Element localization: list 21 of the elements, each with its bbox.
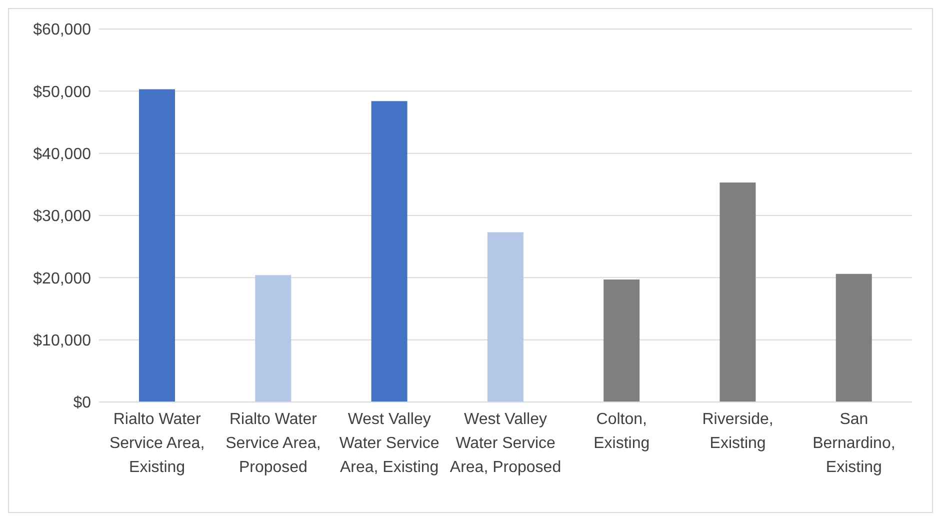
- y-tick-label: $20,000: [33, 270, 92, 288]
- x-tick-label: San Bernardino, Existing: [812, 411, 896, 476]
- bar: [836, 274, 872, 402]
- bar: [604, 280, 640, 402]
- bar: [255, 275, 292, 402]
- x-tick-label: West Valley Water Service Area, Proposed: [450, 411, 562, 476]
- y-tick-label: $0: [73, 394, 92, 412]
- bar: [487, 232, 524, 402]
- x-tick-label: Riverside, Existing: [702, 411, 774, 452]
- x-tick-label: Colton, Existing: [594, 411, 650, 452]
- bar: [139, 89, 175, 402]
- y-tick-label: $10,000: [33, 332, 92, 350]
- bar: [371, 101, 408, 402]
- x-tick-label: West Valley Water Service Area, Existing: [339, 411, 440, 476]
- y-tick-label: $50,000: [33, 84, 92, 101]
- x-tick-label: Rialto Water Service Area, Proposed: [226, 411, 321, 476]
- x-tick-label: Rialto Water Service Area, Existing: [109, 411, 205, 476]
- y-tick-label: $60,000: [33, 22, 92, 39]
- y-tick-label: $40,000: [33, 146, 92, 164]
- y-tick-label: $30,000: [33, 208, 92, 226]
- bar: [720, 182, 756, 402]
